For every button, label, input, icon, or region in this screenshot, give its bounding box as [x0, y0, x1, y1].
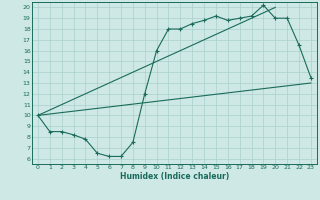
X-axis label: Humidex (Indice chaleur): Humidex (Indice chaleur)	[120, 172, 229, 181]
